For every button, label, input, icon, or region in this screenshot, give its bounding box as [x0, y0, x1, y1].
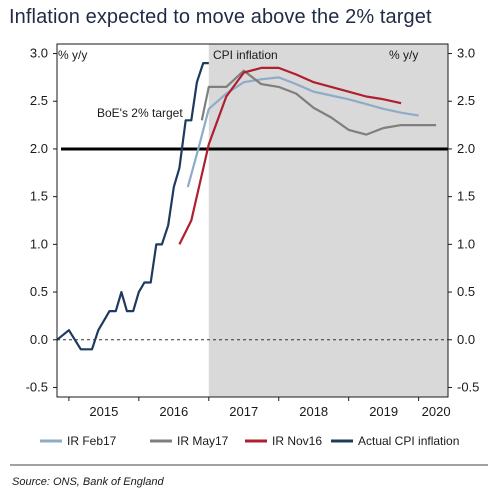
- left-tick-label: 1.0: [30, 236, 48, 251]
- right-tick-label: 1.5: [457, 189, 475, 204]
- right-axis-unit: % y/y: [389, 48, 418, 62]
- x-tick-label: 2015: [89, 404, 118, 419]
- plot-frame: [56, 43, 449, 398]
- x-tick-label: 2017: [229, 404, 258, 419]
- right-tick-label: 2.5: [457, 93, 475, 108]
- target-label: BoE's 2% target: [97, 106, 183, 120]
- left-tick-label: 0.5: [30, 284, 48, 299]
- left-axis-unit: % y/y: [58, 48, 87, 62]
- series-line-ir-may17: [200, 69, 437, 136]
- left-tick-label: -0.5: [26, 379, 48, 394]
- x-tick-label: 2016: [159, 404, 188, 419]
- shaded-region-label: CPI inflation: [213, 48, 278, 62]
- right-axis: 3.0 2.5 2.0 1.5 1.0 0.5 0.0 -0.5: [448, 46, 479, 394]
- x-tick-label: 2020: [422, 404, 451, 419]
- legend-item: IR Feb17: [40, 434, 117, 448]
- source-note: Source: ONS, Bank of England: [12, 476, 164, 488]
- right-tick-label: -0.5: [457, 379, 479, 394]
- series-line-actual-cpi-inflation: [56, 61, 209, 351]
- x-tick-label: 2019: [369, 404, 398, 419]
- left-tick-label: 3.0: [30, 46, 48, 61]
- left-tick-label: 0.0: [30, 332, 48, 347]
- chart-title: Inflation expected to move above the 2% …: [9, 6, 432, 28]
- left-tick-label: 2.0: [30, 141, 48, 156]
- right-tick-label: 1.0: [457, 236, 475, 251]
- x-axis: 2015 2016 2017 2018 2019 2020: [68, 397, 451, 419]
- legend-label: Actual CPI inflation: [358, 434, 459, 448]
- right-tick-label: 2.0: [457, 141, 475, 156]
- series-layer: [56, 61, 437, 351]
- legend-label: IR May17: [177, 434, 229, 448]
- right-tick-label: 0.0: [457, 332, 475, 347]
- legend-item: IR Nov16: [245, 434, 322, 448]
- left-tick-label: 1.5: [30, 189, 48, 204]
- legend-item: IR May17: [150, 434, 229, 448]
- left-tick-label: 2.5: [30, 93, 48, 108]
- left-axis: 3.0 2.5 2.0 1.5 1.0 0.5 0.0 -0.5: [26, 46, 57, 394]
- forecast-shaded-region: [208, 44, 448, 397]
- series-line-ir-feb17: [186, 76, 419, 188]
- x-tick-label: 2018: [299, 404, 328, 419]
- legend-item: Actual CPI inflation: [331, 434, 459, 448]
- right-tick-label: 0.5: [457, 284, 475, 299]
- series-line-ir-nov16: [178, 66, 402, 245]
- right-tick-label: 3.0: [457, 46, 475, 61]
- legend-label: IR Nov16: [272, 434, 322, 448]
- legend-label: IR Feb17: [67, 434, 117, 448]
- legend: IR Feb17 IR May17 IR Nov16 Actual CPI infla…: [40, 434, 459, 448]
